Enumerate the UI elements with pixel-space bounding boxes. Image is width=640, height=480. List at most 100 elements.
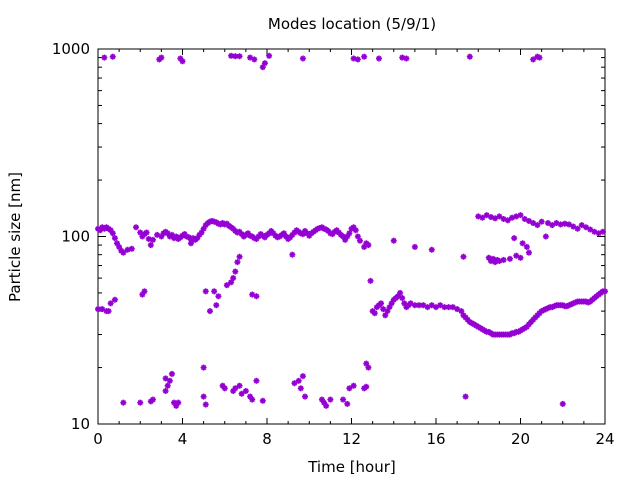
x-tick-label: 0 — [93, 430, 103, 448]
data-point — [496, 213, 503, 220]
data-point — [599, 228, 606, 235]
data-point — [206, 308, 213, 315]
x-tick-label: 20 — [511, 430, 530, 448]
data-point — [490, 255, 497, 262]
data-point — [215, 293, 222, 300]
data-point — [399, 294, 406, 301]
data-point — [232, 385, 239, 392]
x-axis: 0 4 8 12 16 20 24 — [93, 49, 615, 448]
data-point — [496, 258, 503, 265]
data-point — [574, 225, 581, 232]
data-point — [221, 385, 228, 392]
data-point — [542, 233, 549, 240]
x-tick-label: 8 — [262, 430, 272, 448]
data-point — [179, 58, 186, 65]
data-point — [223, 282, 230, 289]
data-point — [352, 227, 359, 234]
data-point — [213, 302, 220, 309]
data-point — [120, 399, 127, 406]
data-point — [202, 288, 209, 295]
x-tick-label: 16 — [426, 430, 445, 448]
data-point — [166, 377, 173, 384]
data-point — [236, 253, 243, 260]
y-tick-label: 100 — [61, 228, 90, 246]
data-point — [523, 243, 530, 250]
data-point — [299, 373, 306, 380]
data-point — [462, 393, 469, 400]
data-point — [517, 254, 524, 261]
data-point — [428, 246, 435, 253]
data-point — [297, 385, 304, 392]
x-tick-label: 24 — [595, 430, 614, 448]
y-axis-label: Particle size [nm] — [6, 172, 24, 302]
data-point — [147, 242, 154, 249]
data-point — [403, 55, 410, 62]
data-point — [559, 400, 566, 407]
data-point — [200, 364, 207, 371]
data-point — [236, 53, 243, 60]
data-point — [399, 54, 406, 61]
y-axis: 10 100 1000 — [52, 40, 605, 433]
data-point — [295, 377, 302, 384]
data-point — [107, 300, 114, 307]
data-point — [519, 240, 526, 247]
data-point — [375, 55, 382, 62]
data-point — [249, 396, 256, 403]
data-point — [299, 55, 306, 62]
data-point — [517, 212, 524, 219]
data-point — [397, 289, 404, 296]
data-point — [242, 387, 249, 394]
data-point — [340, 396, 347, 403]
data-point — [506, 255, 513, 262]
data-point — [356, 237, 363, 244]
data-point — [513, 252, 520, 259]
data-point — [202, 401, 209, 408]
data-point — [187, 240, 194, 247]
data-point — [120, 249, 127, 256]
data-point — [101, 54, 108, 61]
data-point — [253, 377, 260, 384]
data-point — [259, 397, 266, 404]
data-point — [234, 259, 241, 266]
data-point — [327, 396, 334, 403]
data-point — [291, 380, 298, 387]
data-point — [534, 222, 541, 229]
data-point — [266, 52, 273, 59]
data-point — [460, 253, 467, 260]
data-point — [111, 235, 118, 242]
data-point — [168, 370, 175, 377]
data-point — [536, 54, 543, 61]
data-point — [466, 53, 473, 60]
data-point — [302, 393, 309, 400]
data-point — [133, 224, 140, 231]
data-point — [149, 396, 156, 403]
data-point — [137, 399, 144, 406]
data-point — [238, 390, 245, 397]
data-point — [513, 213, 520, 220]
data-point — [411, 302, 418, 309]
data-point — [500, 256, 507, 263]
x-axis-label: Time [hour] — [307, 458, 396, 476]
data-point — [128, 245, 135, 252]
data-point — [164, 382, 171, 389]
data-point — [323, 402, 330, 409]
data-point — [109, 53, 116, 60]
data-point — [479, 214, 486, 221]
data-point — [530, 56, 537, 63]
data-point — [111, 296, 118, 303]
data-point — [363, 383, 370, 390]
data-point — [162, 387, 169, 394]
data-point — [350, 382, 357, 389]
data-point — [175, 399, 182, 406]
data-point — [354, 56, 361, 63]
data-point — [365, 242, 372, 249]
data-point — [105, 308, 112, 315]
x-tick-label: 12 — [342, 430, 361, 448]
data-point — [228, 52, 235, 59]
data-point — [149, 236, 156, 243]
data-point — [511, 235, 518, 242]
data-point — [253, 293, 260, 300]
data-point — [200, 225, 207, 232]
data-point — [230, 275, 237, 282]
data-point — [232, 268, 239, 275]
